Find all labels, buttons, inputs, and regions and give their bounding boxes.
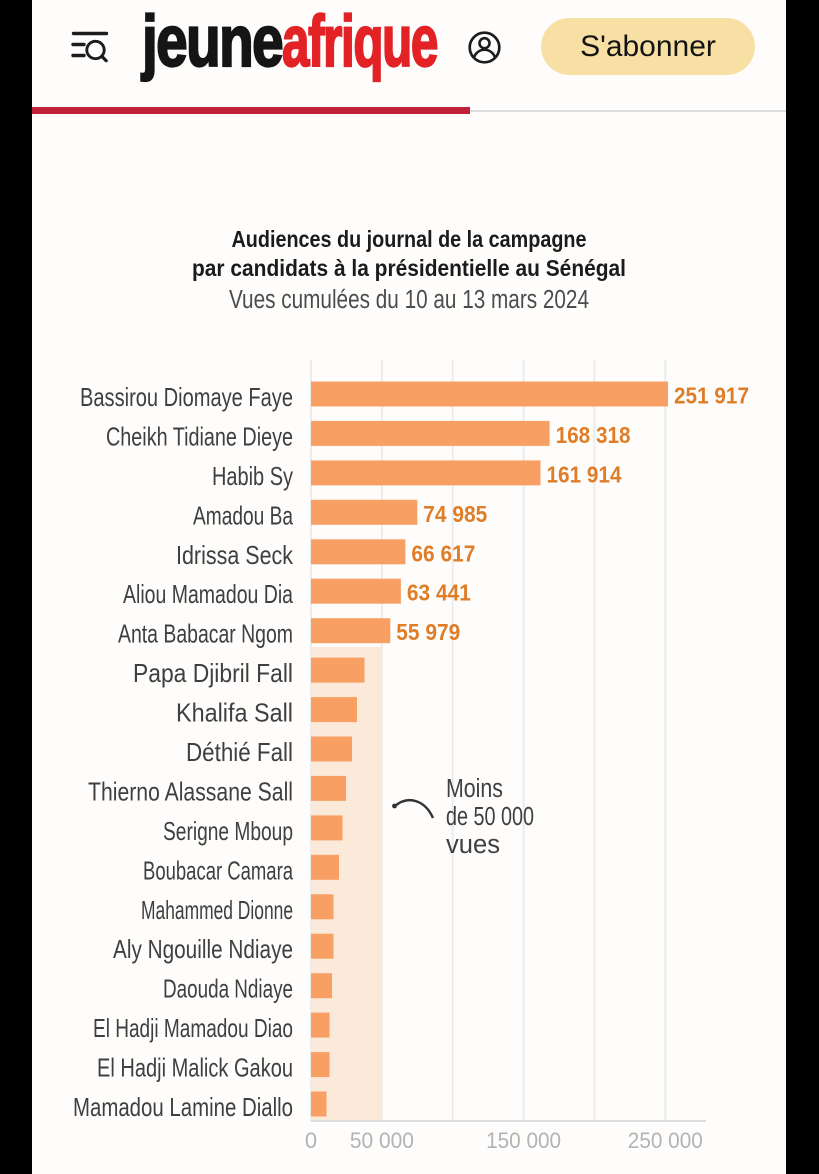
- svg-text:vues: vues: [446, 831, 500, 859]
- svg-text:251 917: 251 917: [674, 383, 749, 409]
- svg-text:Anta Babacar Ngom: Anta Babacar Ngom: [118, 619, 293, 649]
- svg-text:El Hadji Malick Gakou: El Hadji Malick Gakou: [97, 1053, 293, 1083]
- svg-text:afrique: afrique: [282, 2, 437, 82]
- svg-text:50 000: 50 000: [350, 1128, 414, 1153]
- svg-text:55 979: 55 979: [396, 619, 460, 645]
- svg-text:Déthié Fall: Déthié Fall: [186, 737, 293, 767]
- svg-text:Idrissa Seck: Idrissa Seck: [176, 540, 294, 570]
- svg-text:El Hadji Mamadou Diao: El Hadji Mamadou Diao: [93, 1013, 293, 1043]
- svg-text:Vues cumulées du 10 au 13 mars: Vues cumulées du 10 au 13 mars 2024: [229, 286, 589, 314]
- svg-text:Papa Djibril Fall: Papa Djibril Fall: [133, 658, 293, 688]
- svg-text:Amadou Ba: Amadou Ba: [193, 500, 293, 530]
- svg-text:par candidats à la présidentie: par candidats à la présidentielle au Sén…: [192, 255, 626, 281]
- svg-text:Thierno Alassane Sall: Thierno Alassane Sall: [88, 776, 293, 806]
- svg-text:Boubacar Camara: Boubacar Camara: [143, 855, 293, 885]
- svg-text:161 914: 161 914: [547, 461, 622, 487]
- svg-text:150 000: 150 000: [486, 1128, 561, 1153]
- svg-text:Khalifa Sall: Khalifa Sall: [176, 698, 293, 728]
- svg-text:Moins: Moins: [446, 775, 503, 803]
- svg-text:63 441: 63 441: [407, 580, 471, 606]
- svg-text:jeune: jeune: [140, 2, 282, 82]
- svg-text:Habib Sy: Habib Sy: [212, 461, 293, 491]
- svg-text:Mamadou Lamine Diallo: Mamadou Lamine Diallo: [73, 1092, 293, 1122]
- svg-text:66 617: 66 617: [411, 540, 475, 566]
- svg-text:0: 0: [305, 1128, 317, 1153]
- svg-text:Mahammed Dionne: Mahammed Dionne: [141, 895, 293, 925]
- svg-text:Aliou Mamadou Dia: Aliou Mamadou Dia: [123, 579, 293, 609]
- svg-text:Aly Ngouille Ndiaye: Aly Ngouille Ndiaye: [113, 934, 293, 964]
- svg-text:Audiences du journal de la cam: Audiences du journal de la campagne: [232, 226, 587, 252]
- svg-text:Daouda Ndiaye: Daouda Ndiaye: [163, 974, 293, 1004]
- svg-text:74 985: 74 985: [423, 501, 487, 527]
- svg-text:Cheikh Tidiane Dieye: Cheikh Tidiane Dieye: [106, 421, 293, 451]
- svg-text:Serigne Mboup: Serigne Mboup: [163, 816, 293, 846]
- svg-text:168 318: 168 318: [556, 422, 631, 448]
- svg-text:250 000: 250 000: [628, 1128, 703, 1153]
- svg-text:de 50 000: de 50 000: [446, 803, 534, 831]
- svg-text:Bassirou Diomaye Faye: Bassirou Diomaye Faye: [80, 382, 293, 412]
